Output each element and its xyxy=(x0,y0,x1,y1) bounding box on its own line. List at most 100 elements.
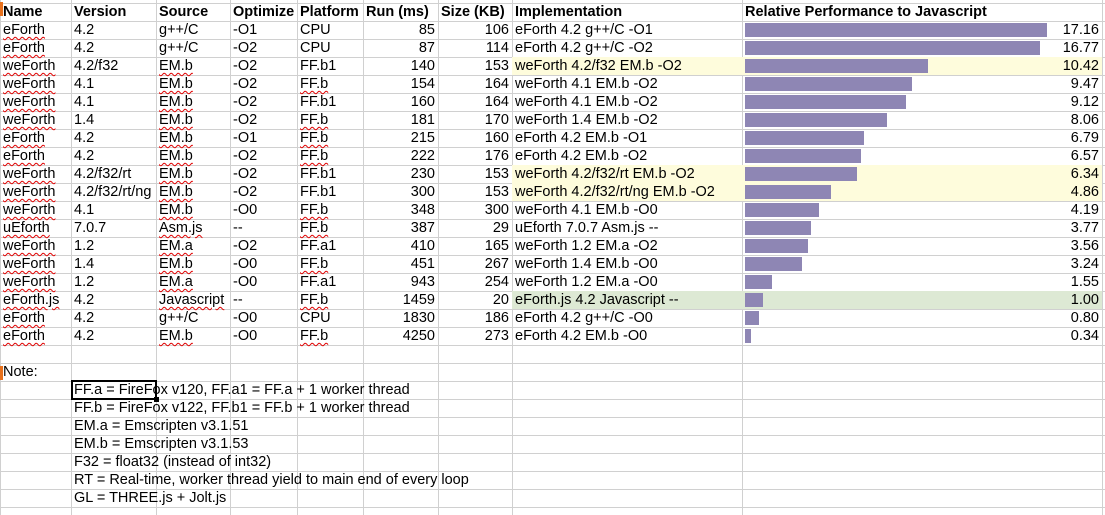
cell-relative-value[interactable]: 3.56 xyxy=(742,237,1102,255)
note-line[interactable]: FF.b = FireFox v122, FF.b1 = FF.b + 1 wo… xyxy=(71,399,413,417)
cell-name[interactable]: weForth xyxy=(0,255,71,273)
note-line[interactable]: FF.a = FireFox v120, FF.a1 = FF.a + 1 wo… xyxy=(71,381,413,399)
cell-optimize[interactable]: -O2 xyxy=(230,111,297,129)
cell-platform[interactable]: FF.b xyxy=(297,291,363,309)
cell-relative-value[interactable]: 1.00 xyxy=(742,291,1102,309)
cell-platform[interactable]: FF.b xyxy=(297,75,363,93)
cell-relative-value[interactable]: 6.79 xyxy=(742,129,1102,147)
cell-optimize[interactable]: -O0 xyxy=(230,309,297,327)
cell-source[interactable]: Javascript xyxy=(156,291,230,309)
cell-implementation[interactable]: eForth 4.2 EM.b -O2 xyxy=(512,147,742,165)
cell-size-kb[interactable]: 300 xyxy=(438,201,512,219)
cell-relative-value[interactable]: 4.19 xyxy=(742,201,1102,219)
cell-size-kb[interactable]: 164 xyxy=(438,93,512,111)
cell-implementation[interactable]: uEforth 7.0.7 Asm.js -- xyxy=(512,219,742,237)
cell-implementation[interactable]: weForth 4.1 EM.b -O2 xyxy=(512,75,742,93)
header-version[interactable]: Version xyxy=(71,3,156,21)
cell-optimize[interactable]: -O0 xyxy=(230,327,297,345)
cell-platform[interactable]: FF.b xyxy=(297,201,363,219)
cell-version[interactable]: 1.2 xyxy=(71,237,156,255)
cell-size-kb[interactable]: 165 xyxy=(438,237,512,255)
cell-platform[interactable]: FF.b1 xyxy=(297,183,363,201)
cell-optimize[interactable]: -O2 xyxy=(230,147,297,165)
cell-size-kb[interactable]: 153 xyxy=(438,183,512,201)
cell-name[interactable]: weForth xyxy=(0,273,71,291)
note-label[interactable]: Note: xyxy=(0,363,41,381)
cell-run-ms[interactable]: 1459 xyxy=(363,291,438,309)
cell-size-kb[interactable]: 20 xyxy=(438,291,512,309)
header-name[interactable]: Name xyxy=(0,3,71,21)
cell-version[interactable]: 1.4 xyxy=(71,111,156,129)
cell-run-ms[interactable]: 181 xyxy=(363,111,438,129)
cell-name[interactable]: eForth xyxy=(0,129,71,147)
cell-relative-value[interactable]: 16.77 xyxy=(742,39,1102,57)
cell-platform[interactable]: CPU xyxy=(297,39,363,57)
cell-version[interactable]: 4.2/f32 xyxy=(71,57,156,75)
cell-size-kb[interactable]: 29 xyxy=(438,219,512,237)
cell-run-ms[interactable]: 154 xyxy=(363,75,438,93)
cell-name[interactable]: weForth xyxy=(0,111,71,129)
cell-size-kb[interactable]: 186 xyxy=(438,309,512,327)
note-line[interactable]: EM.a = Emscripten v3.1.51 xyxy=(71,417,251,435)
cell-platform[interactable]: FF.b xyxy=(297,255,363,273)
cell-platform[interactable]: FF.a1 xyxy=(297,273,363,291)
cell-source[interactable]: EM.a xyxy=(156,273,230,291)
header-relative[interactable]: Relative Performance to Javascript xyxy=(742,3,990,21)
cell-source[interactable]: EM.b xyxy=(156,129,230,147)
cell-relative-value[interactable]: 8.06 xyxy=(742,111,1102,129)
cell-relative-value[interactable]: 0.80 xyxy=(742,309,1102,327)
note-line[interactable]: GL = THREE.js + Jolt.js xyxy=(71,489,229,507)
cell-name[interactable]: eForth xyxy=(0,21,71,39)
cell-source[interactable]: EM.a xyxy=(156,237,230,255)
cell-implementation[interactable]: weForth 1.4 EM.b -O2 xyxy=(512,111,742,129)
cell-implementation[interactable]: eForth 4.2 EM.b -O0 xyxy=(512,327,742,345)
cell-source[interactable]: EM.b xyxy=(156,255,230,273)
cell-name[interactable]: weForth xyxy=(0,237,71,255)
cell-name[interactable]: weForth xyxy=(0,93,71,111)
cell-platform[interactable]: FF.b1 xyxy=(297,93,363,111)
cell-version[interactable]: 4.2/f32/rt/ng xyxy=(71,183,156,201)
cell-source[interactable]: EM.b xyxy=(156,75,230,93)
cell-size-kb[interactable]: 254 xyxy=(438,273,512,291)
cell-run-ms[interactable]: 140 xyxy=(363,57,438,75)
cell-run-ms[interactable]: 222 xyxy=(363,147,438,165)
cell-optimize[interactable]: -O2 xyxy=(230,165,297,183)
cell-platform[interactable]: FF.b xyxy=(297,147,363,165)
cell-platform[interactable]: CPU xyxy=(297,21,363,39)
cell-relative-value[interactable]: 17.16 xyxy=(742,21,1102,39)
cell-platform[interactable]: FF.b xyxy=(297,129,363,147)
cell-size-kb[interactable]: 114 xyxy=(438,39,512,57)
cell-name[interactable]: eForth xyxy=(0,309,71,327)
cell-version[interactable]: 4.2/f32/rt xyxy=(71,165,156,183)
note-line[interactable]: F32 = float32 (instead of int32) xyxy=(71,453,274,471)
cell-version[interactable]: 1.2 xyxy=(71,273,156,291)
cell-run-ms[interactable]: 348 xyxy=(363,201,438,219)
cell-size-kb[interactable]: 267 xyxy=(438,255,512,273)
cell-name[interactable]: uEforth xyxy=(0,219,71,237)
cell-relative-value[interactable]: 10.42 xyxy=(742,57,1102,75)
cell-optimize[interactable]: -- xyxy=(230,291,297,309)
cell-version[interactable]: 4.1 xyxy=(71,201,156,219)
cell-platform[interactable]: FF.b xyxy=(297,111,363,129)
cell-run-ms[interactable]: 300 xyxy=(363,183,438,201)
cell-optimize[interactable]: -O1 xyxy=(230,21,297,39)
cell-run-ms[interactable]: 1830 xyxy=(363,309,438,327)
cell-optimize[interactable]: -O0 xyxy=(230,273,297,291)
cell-platform[interactable]: CPU xyxy=(297,309,363,327)
cell-platform[interactable]: FF.b1 xyxy=(297,57,363,75)
cell-platform[interactable]: FF.a1 xyxy=(297,237,363,255)
cell-source[interactable]: EM.b xyxy=(156,183,230,201)
cell-relative-value[interactable]: 3.77 xyxy=(742,219,1102,237)
cell-implementation[interactable]: weForth 1.2 EM.a -O2 xyxy=(512,237,742,255)
cell-source[interactable]: EM.b xyxy=(156,147,230,165)
cell-version[interactable]: 4.1 xyxy=(71,75,156,93)
cell-name[interactable]: weForth xyxy=(0,183,71,201)
cell-name[interactable]: weForth xyxy=(0,57,71,75)
cell-platform[interactable]: FF.b1 xyxy=(297,165,363,183)
cell-size-kb[interactable]: 176 xyxy=(438,147,512,165)
cell-source[interactable]: Asm.js xyxy=(156,219,230,237)
cell-implementation[interactable]: weForth 4.2/f32/rt EM.b -O2 xyxy=(512,165,742,183)
cell-implementation[interactable]: eForth 4.2 g++/C -O2 xyxy=(512,39,742,57)
cell-optimize[interactable]: -- xyxy=(230,219,297,237)
